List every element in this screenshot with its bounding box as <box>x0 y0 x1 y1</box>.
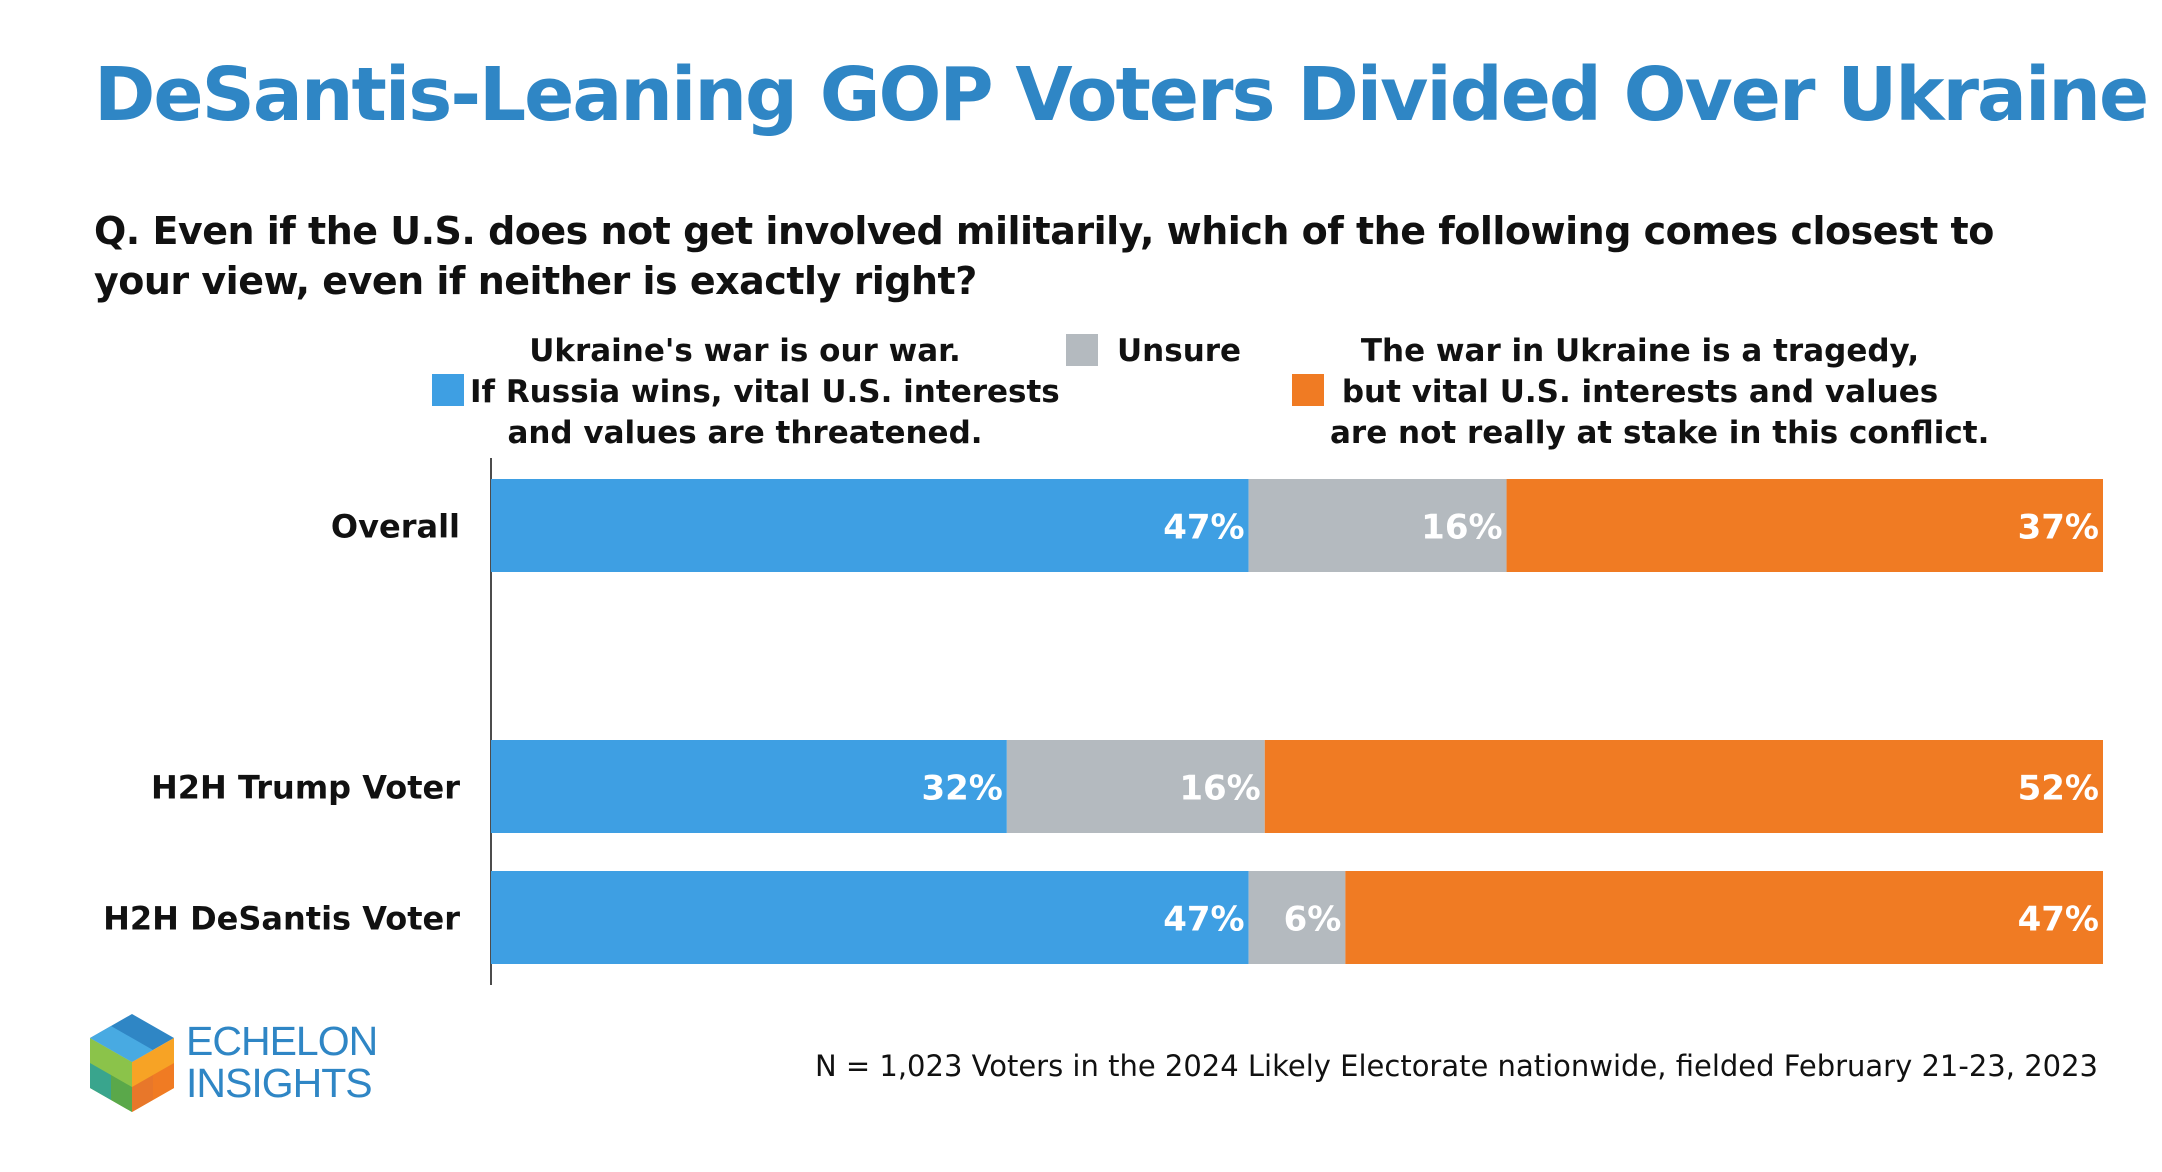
legend-tragedy-line-3: are not really at stake in this conflict… <box>1330 415 1990 451</box>
bar-h2h-desantis-voter-war <box>491 871 1249 964</box>
legend-tragedy-line-2: but vital U.S. interests and values <box>1341 374 1939 410</box>
bar-overall-war <box>491 479 1249 572</box>
logo-text-line-1: ECHELON <box>186 1018 378 1064</box>
echelon-insights-logo: ECHELON INSIGHTS <box>86 1012 416 1122</box>
value-label-h2h-trump-voter-tragedy: 52% <box>2018 769 2099 809</box>
legend-war-line-1: Ukraine's war is our war. <box>529 333 961 369</box>
category-label-h2h-desantis-voter: H2H DeSantis Voter <box>103 900 460 938</box>
legend-swatch-unsure <box>1066 334 1098 366</box>
value-label-overall-war: 47% <box>1163 508 1244 548</box>
bar-overall-unsure <box>1248 479 1507 572</box>
hexagon-cube-icon <box>90 1014 174 1112</box>
bar-h2h-trump-voter-unsure <box>1006 740 1265 833</box>
legend-swatch-war <box>432 374 464 406</box>
value-label-overall-tragedy: 37% <box>2018 508 2099 548</box>
bar-h2h-desantis-voter-tragedy <box>1345 871 2103 964</box>
legend-tragedy-line-1: The war in Ukraine is a tragedy, <box>1360 333 1920 369</box>
value-label-h2h-desantis-voter-war: 47% <box>1163 900 1244 940</box>
value-label-h2h-desantis-voter-unsure: 6% <box>1284 900 1342 940</box>
value-label-h2h-trump-voter-unsure: 16% <box>1179 769 1260 809</box>
bar-h2h-trump-voter-tragedy <box>1264 740 2103 833</box>
footnote: N = 1,023 Voters in the 2024 Likely Elec… <box>814 1049 2098 1083</box>
chart-title: DeSantis-Leaning GOP Voters Divided Over… <box>94 52 2149 138</box>
legend-swatch-tragedy <box>1292 374 1324 406</box>
value-label-h2h-desantis-voter-tragedy: 47% <box>2018 900 2099 940</box>
value-label-h2h-trump-voter-war: 32% <box>921 769 1002 809</box>
stacked-bar-chart: Overall 47% 16% 37% H2H Trump Voter 32% 16% 52%… <box>103 458 2103 985</box>
bar-h2h-desantis-voter-unsure <box>1248 871 1346 964</box>
bar-h2h-trump-voter-war <box>491 740 1007 833</box>
survey-question: Q. Even if the U.S. does not get involve… <box>94 209 1994 303</box>
category-label-overall: Overall <box>331 508 460 546</box>
legend-label-unsure: Unsure <box>1117 333 1242 369</box>
legend-label-tragedy: The war in Ukraine is a tragedy, but vit… <box>1330 331 1990 454</box>
legend-war-line-3: and values are threatened. <box>507 415 983 451</box>
logo-text-line-2: INSIGHTS <box>186 1060 373 1106</box>
bar-overall-tragedy <box>1506 479 2103 572</box>
category-label-h2h-trump-voter: H2H Trump Voter <box>151 769 460 807</box>
legend-war-line-2: If Russia wins, vital U.S. interests <box>470 374 1060 410</box>
legend-label-war: Ukraine's war is our war. If Russia wins… <box>470 331 1060 454</box>
value-label-overall-unsure: 16% <box>1421 508 1502 548</box>
